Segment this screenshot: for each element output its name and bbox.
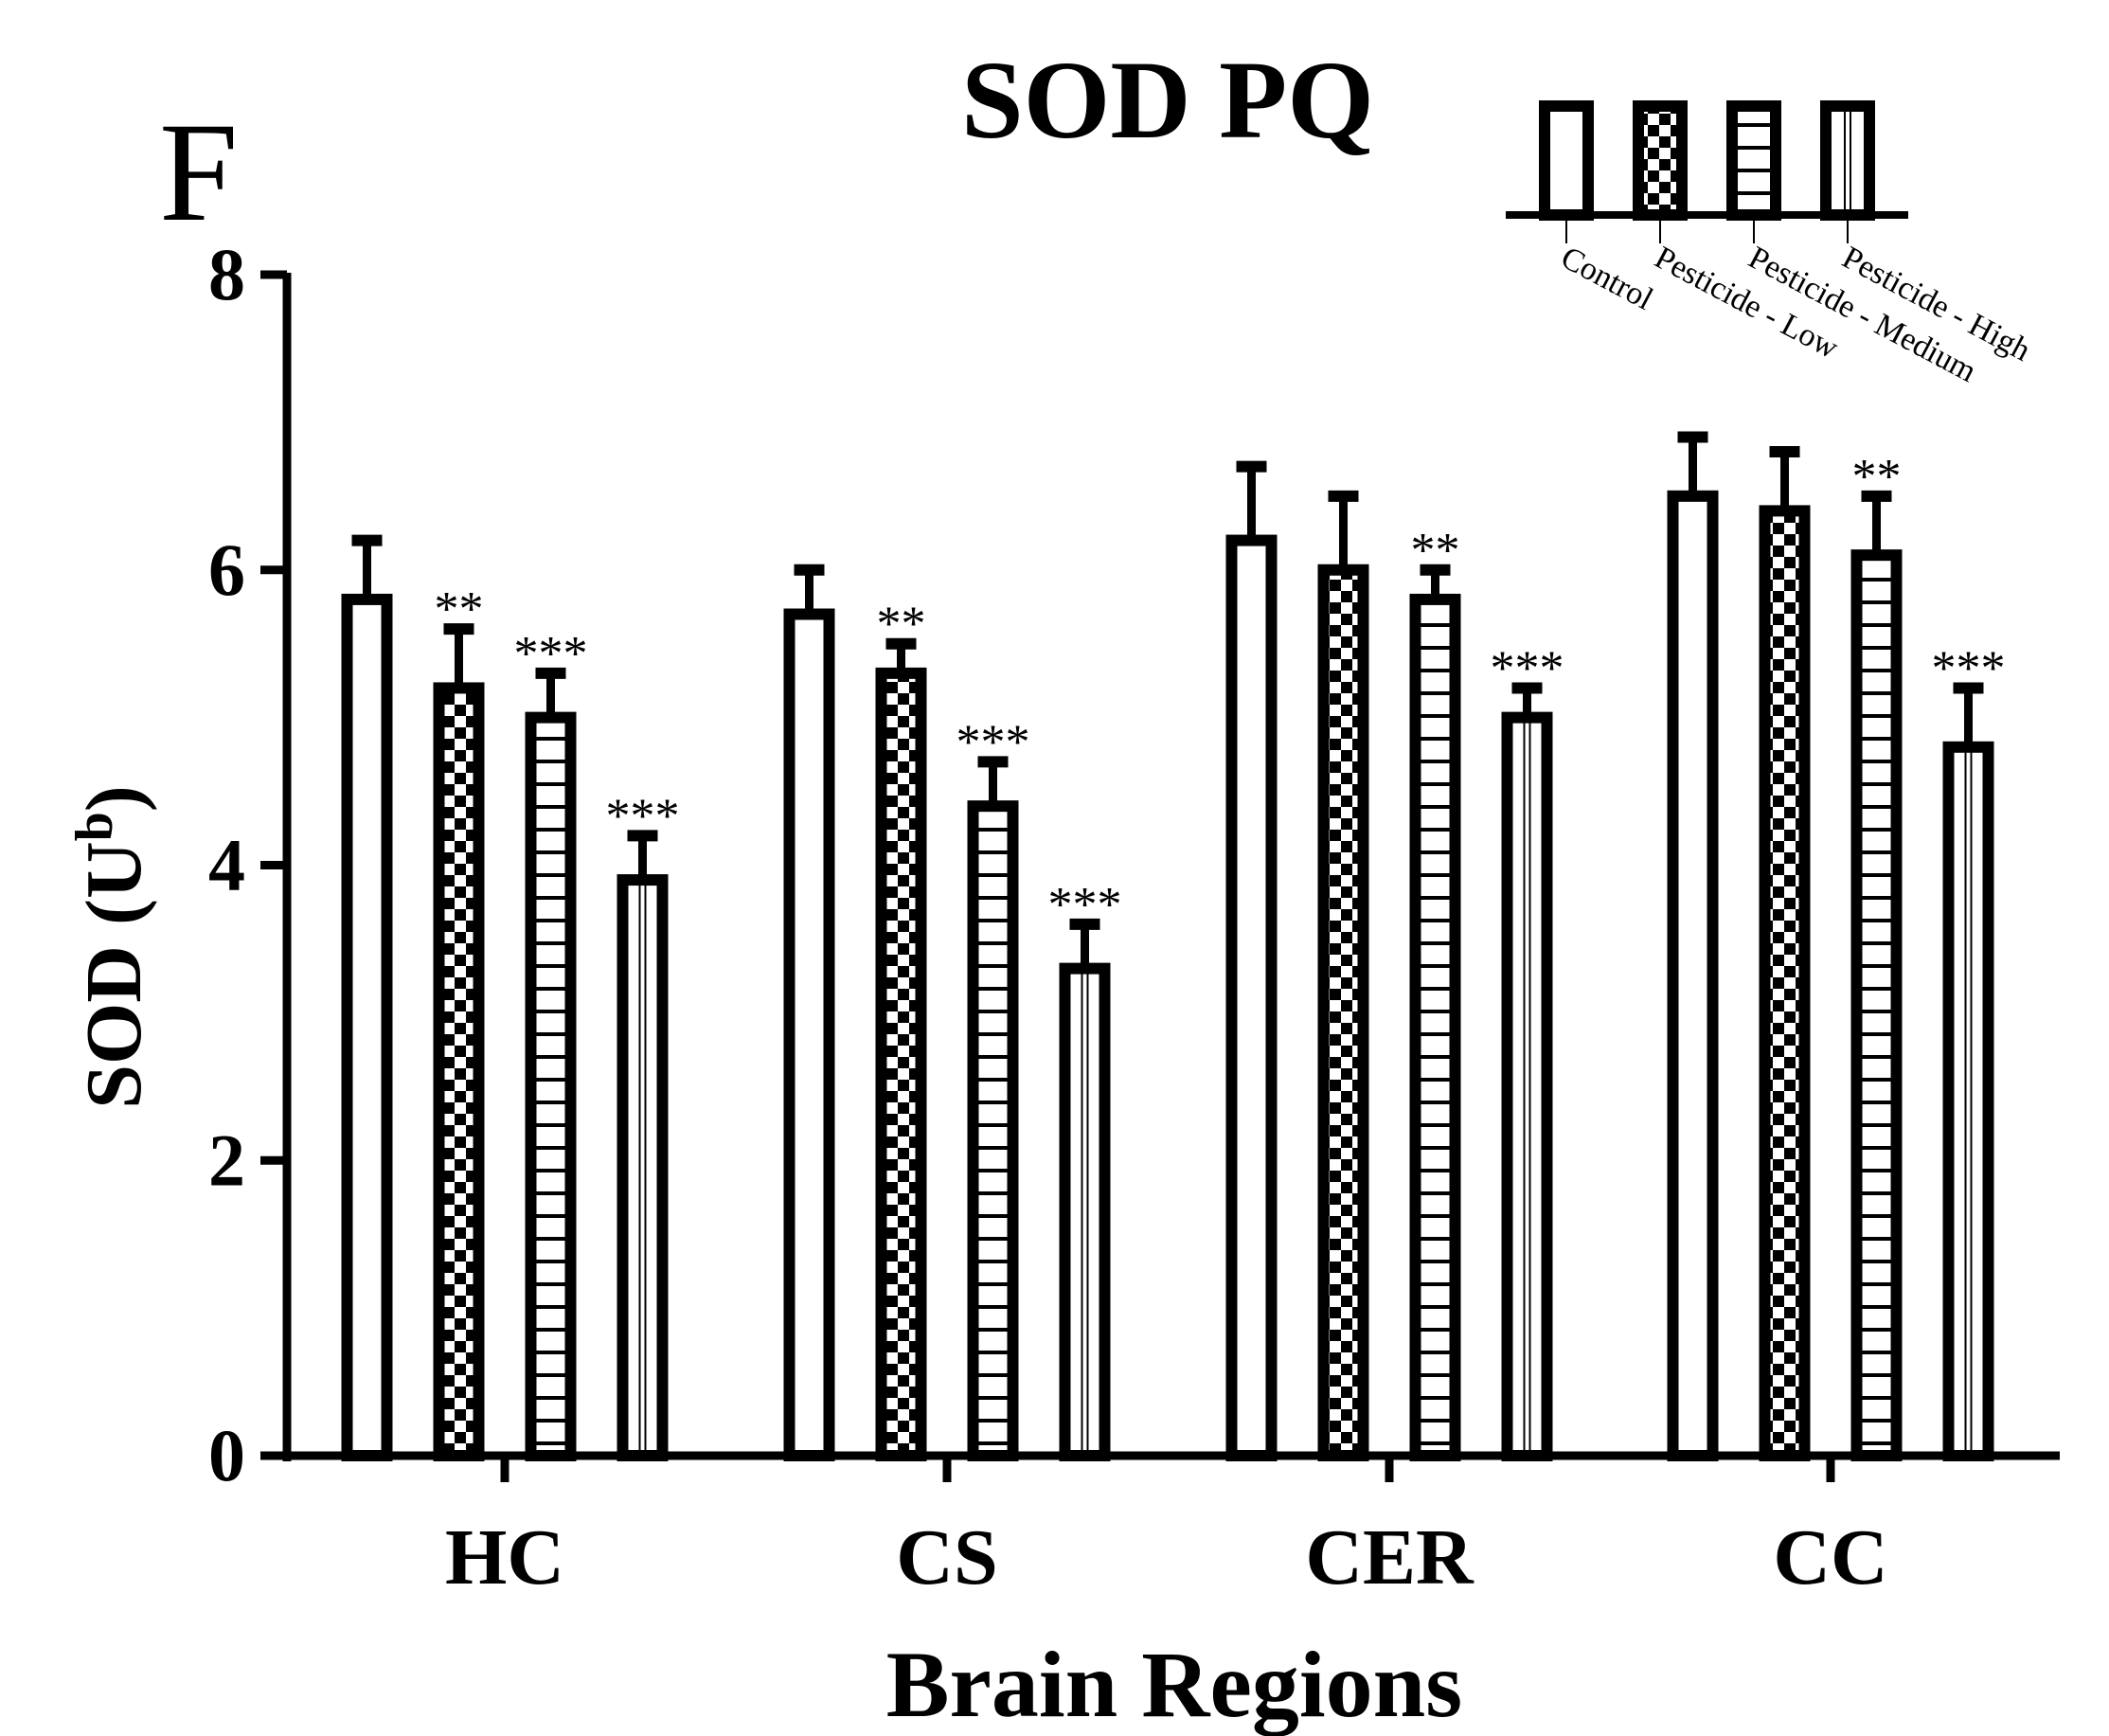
bar-group: *** — [1932, 641, 2006, 1461]
bar-checker-fill — [881, 672, 921, 1456]
bar-stripe-fill — [973, 806, 1013, 1456]
legend-label: Control — [1555, 240, 1658, 316]
x-axis-title: Brain Regions — [886, 1632, 1462, 1736]
significance-label: ** — [1411, 524, 1460, 578]
significance-label: *** — [1491, 641, 1564, 695]
bar-group — [1317, 490, 1369, 1461]
bar-fill — [1231, 540, 1272, 1456]
significance-label: ** — [877, 598, 926, 652]
x-tick-label: HC — [445, 1513, 564, 1602]
chart-title: SOD PQ — [961, 38, 1374, 162]
significance-label: *** — [606, 789, 680, 843]
bar-outline — [1225, 534, 1278, 1461]
significance-label: *** — [1932, 641, 2006, 695]
y-tick-label: 4 — [208, 824, 245, 906]
bar-fill — [1064, 968, 1105, 1456]
bar-fill — [1507, 717, 1547, 1456]
bar-outline — [1942, 741, 1994, 1461]
significance-label: ** — [1852, 450, 1902, 504]
bar-stripe-fill — [1415, 599, 1456, 1456]
significance-label: *** — [1048, 878, 1122, 932]
bar-checker-fill — [438, 688, 479, 1456]
bar-outline — [875, 667, 927, 1461]
bar-outline — [1059, 962, 1111, 1461]
legend-swatch-fill — [1545, 106, 1588, 215]
bar-outline — [1850, 549, 1903, 1461]
bar-group: *** — [514, 627, 588, 1461]
bar-checker-fill — [1323, 569, 1364, 1456]
axes: 0 2 4 6 8 HC CS CER CC — [208, 233, 2060, 1602]
x-tick-label: CC — [1773, 1513, 1887, 1602]
bar-group: *** — [1491, 641, 1564, 1461]
bar-outline — [1759, 505, 1811, 1461]
bar-group: ** — [875, 598, 927, 1461]
bar-group: ** — [1409, 524, 1461, 1461]
bar-fill — [1948, 746, 1989, 1456]
bar-group — [783, 564, 835, 1461]
bar-outline — [433, 682, 485, 1461]
bar-group — [341, 534, 393, 1461]
y-tick-label: 6 — [208, 528, 245, 611]
bar-stripe-fill — [1856, 555, 1897, 1456]
y-axis-title: SOD (Ub) — [65, 785, 158, 1109]
bar-outline — [783, 608, 835, 1461]
bar-outline — [1317, 564, 1369, 1461]
significance-label: *** — [956, 715, 1030, 769]
y-tick-label: 0 — [208, 1414, 245, 1496]
bar-checker-fill — [1764, 510, 1805, 1456]
bars-layer: ************************** — [341, 431, 2006, 1461]
bar-group: *** — [1048, 878, 1122, 1461]
y-tick-label: 2 — [208, 1119, 245, 1201]
bar-group: *** — [606, 789, 680, 1461]
x-tick-label: CER — [1305, 1513, 1475, 1602]
bar-outline — [1667, 490, 1719, 1461]
panel-label: F — [159, 94, 238, 251]
legend-swatch-stripe-fill — [1732, 106, 1776, 215]
bar-outline — [1501, 711, 1553, 1461]
y-tick-label: 8 — [208, 233, 245, 315]
bar-outline — [525, 711, 577, 1461]
bar-group: ** — [1850, 450, 1903, 1461]
bar-fill — [1672, 495, 1713, 1456]
x-tick-label: CS — [896, 1513, 997, 1602]
bar-outline — [341, 593, 393, 1461]
bar-fill — [347, 599, 387, 1456]
bar-outline — [967, 800, 1019, 1461]
legend-swatch-fill — [1826, 106, 1869, 215]
bar-group: *** — [956, 715, 1030, 1461]
bar-group: ** — [433, 582, 485, 1461]
significance-label: *** — [514, 627, 588, 681]
bar-fill — [622, 880, 663, 1456]
significance-label: ** — [435, 582, 484, 636]
bar-group — [1759, 446, 1811, 1461]
bar-stripe-fill — [530, 717, 571, 1456]
bar-outline — [1409, 593, 1461, 1461]
bar-outline — [617, 874, 669, 1461]
bar-group — [1667, 431, 1719, 1461]
legend-swatch-checker-fill — [1638, 106, 1682, 215]
bar-fill — [789, 614, 830, 1456]
bar-group — [1225, 460, 1278, 1461]
